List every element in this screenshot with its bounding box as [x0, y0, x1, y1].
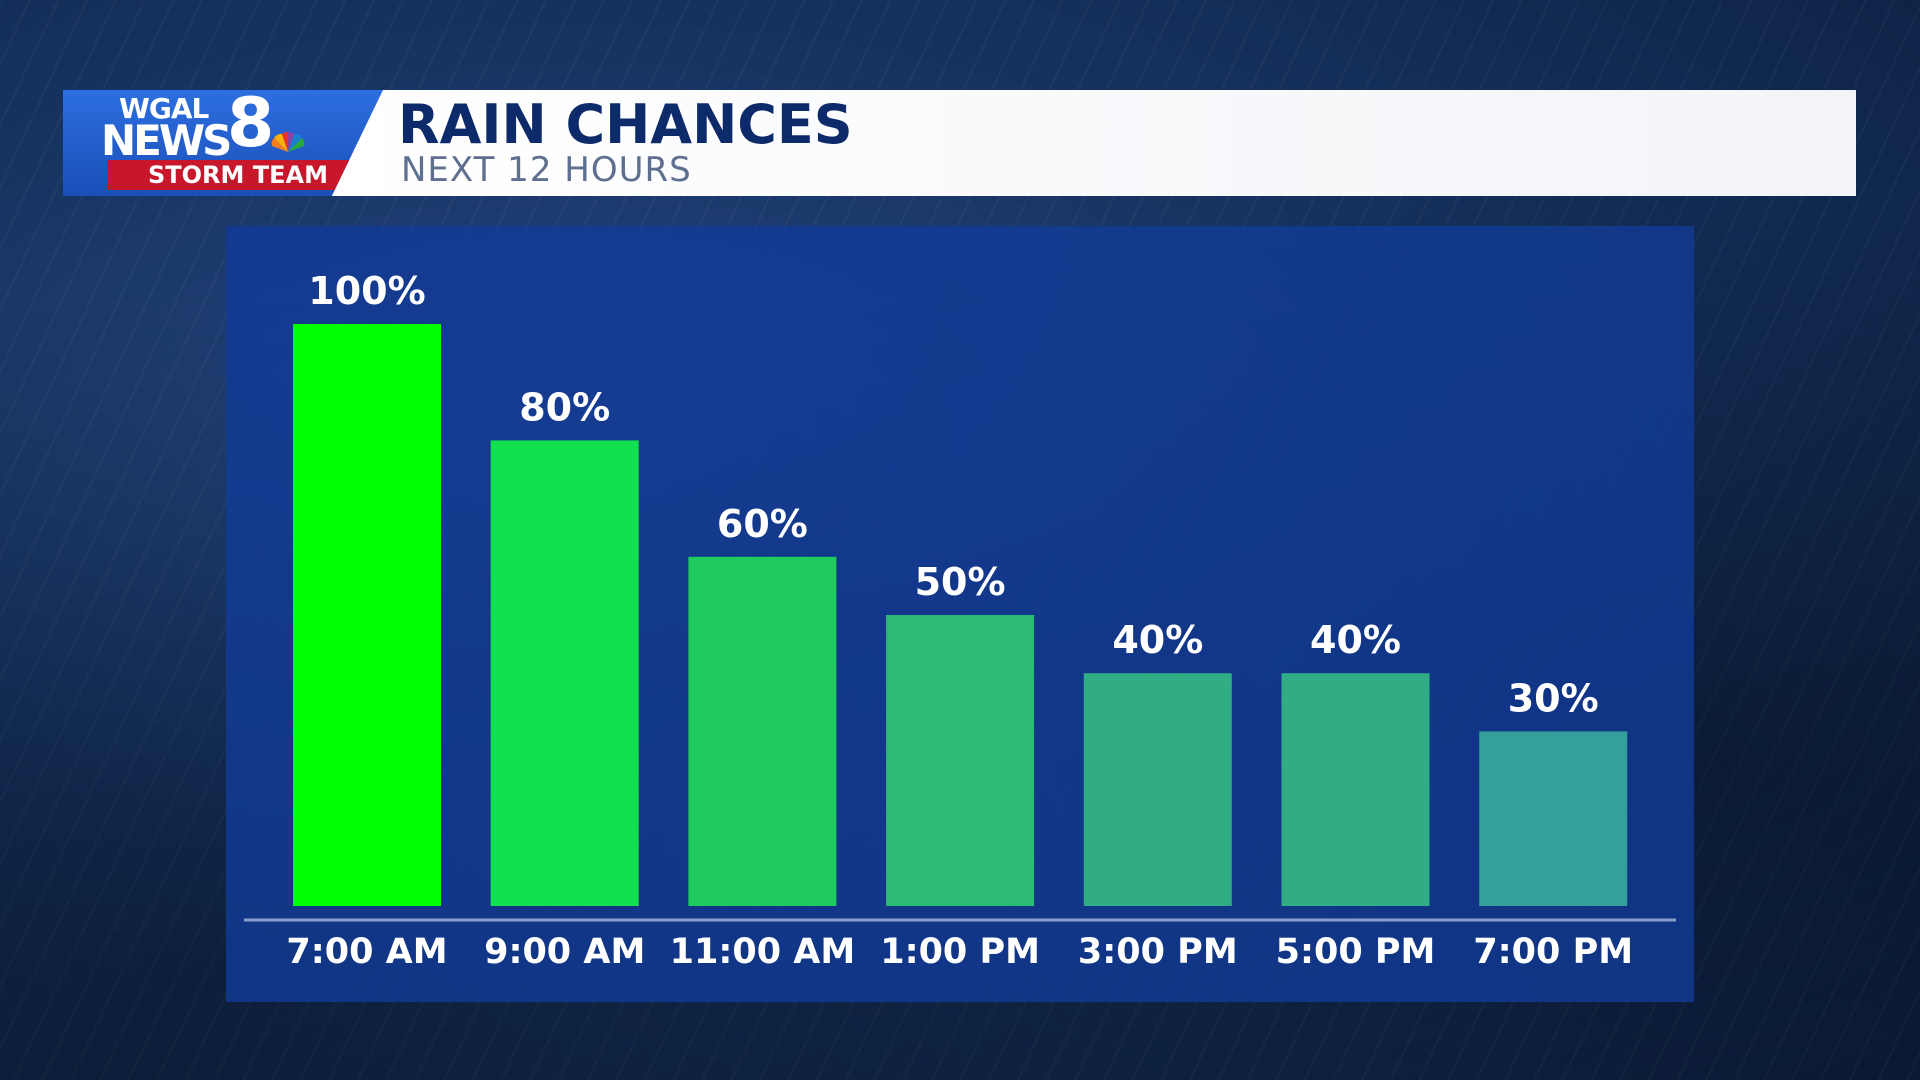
- bar-1: [490, 440, 639, 906]
- chart-title: RAIN CHANCES: [398, 93, 853, 156]
- chart-panel: 100% 7:00 AM 80% 9:00 AM 60% 11:00 AM 50% 1:00 …: [226, 226, 1694, 1002]
- x-tick-label-4: 3:00 PM: [1078, 932, 1238, 972]
- logo-wgal-text: WGAL: [119, 92, 209, 125]
- bar-value-label-1: 80%: [519, 385, 610, 429]
- bar-value-label-2: 60%: [717, 502, 808, 546]
- x-tick-label-1: 9:00 AM: [484, 932, 645, 972]
- nbc-peacock-icon: [271, 131, 305, 152]
- bar-value-label-0: 100%: [308, 269, 425, 313]
- rain-chance-bar-chart: 100% 7:00 AM 80% 9:00 AM 60% 11:00 AM 50% 1:00 …: [244, 269, 1676, 972]
- x-tick-label-3: 1:00 PM: [880, 932, 1040, 972]
- bar-0: [293, 324, 441, 906]
- header-banner: WGAL NEWS 8 STORM TEAM RAIN CHANCES NEXT…: [63, 90, 1856, 196]
- bar-5: [1281, 673, 1430, 906]
- logo-numeral: 8: [227, 84, 275, 163]
- x-tick-label-6: 7:00 PM: [1473, 932, 1633, 972]
- logo-news-text: NEWS: [101, 116, 232, 165]
- chart-subtitle: NEXT 12 HOURS: [401, 150, 692, 190]
- bar-3: [886, 615, 1035, 906]
- storm-team-badge: STORM TEAM: [107, 160, 369, 190]
- x-tick-label-0: 7:00 AM: [286, 932, 447, 972]
- bar-value-label-5: 40%: [1310, 618, 1401, 662]
- bar-2: [688, 556, 837, 906]
- x-tick-label-2: 11:00 AM: [670, 932, 856, 972]
- title-bar: [328, 90, 1856, 196]
- bar-value-label-4: 40%: [1112, 618, 1203, 662]
- bar-value-label-6: 30%: [1508, 676, 1599, 720]
- bar-4: [1083, 673, 1232, 906]
- bar-6: [1479, 731, 1628, 906]
- x-tick-label-5: 5:00 PM: [1276, 932, 1436, 972]
- bar-value-label-3: 50%: [915, 560, 1006, 604]
- station-logo: WGAL NEWS 8 STORM TEAM: [63, 90, 383, 196]
